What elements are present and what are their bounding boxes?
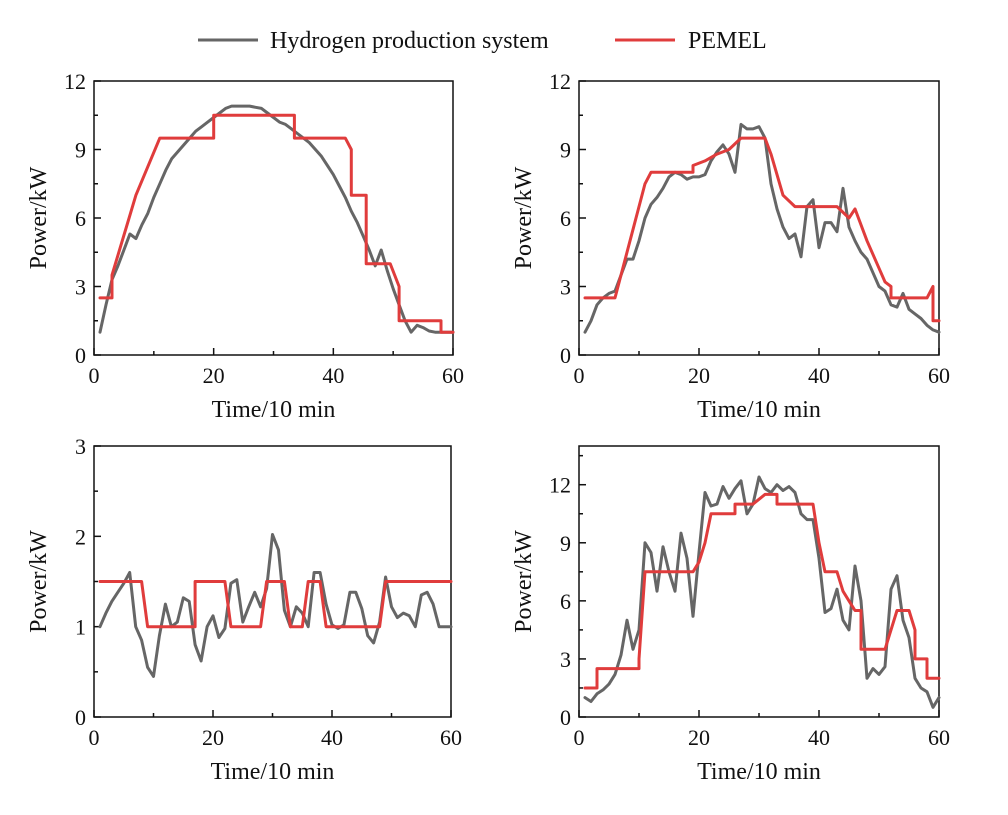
x-tick-label: 20: [202, 725, 224, 750]
y-tick-label: 12: [549, 69, 571, 94]
x-tick-label: 0: [89, 363, 100, 388]
y-tick-label: 0: [560, 343, 571, 368]
series-line-hydrogen: [583, 475, 941, 709]
x-tick-label: 0: [574, 725, 585, 750]
series-line-hydrogen: [98, 533, 453, 678]
series-line-pemel: [98, 113, 455, 334]
y-tick-label: 6: [560, 589, 571, 614]
series-line-hydrogen: [98, 104, 455, 334]
y-axis-label: Power/kW: [511, 530, 537, 633]
y-axis-label: Power/kW: [511, 166, 537, 269]
x-axis-label: Time/10 min: [211, 759, 335, 785]
x-tick-label: 40: [322, 363, 344, 388]
x-tick-label: 60: [440, 725, 462, 750]
y-tick-label: 6: [560, 206, 571, 231]
y-tick-label: 3: [75, 434, 86, 459]
y-tick-label: 9: [560, 138, 571, 163]
y-tick-label: 1: [75, 615, 86, 640]
x-tick-label: 0: [574, 363, 585, 388]
y-tick-label: 3: [560, 275, 571, 300]
legend-label-hydrogen: Hydrogen production system: [270, 28, 549, 54]
plot-frame: [578, 445, 940, 718]
y-tick-label: 0: [75, 705, 86, 730]
series-line-pemel: [98, 580, 453, 629]
series-line-hydrogen: [583, 122, 941, 334]
x-tick-label: 40: [321, 725, 343, 750]
plot-frame: [578, 80, 940, 356]
y-tick-label: 0: [560, 705, 571, 730]
x-tick-label: 20: [688, 363, 710, 388]
x-tick-label: 60: [442, 363, 464, 388]
series-line-pemel: [583, 136, 941, 323]
y-tick-label: 9: [75, 138, 86, 163]
y-tick-label: 3: [75, 275, 86, 300]
y-axis-label: Power/kW: [26, 166, 52, 269]
y-tick-label: 9: [560, 531, 571, 556]
x-axis-label: Time/10 min: [697, 759, 821, 785]
x-tick-label: 40: [808, 363, 830, 388]
x-axis-label: Time/10 min: [697, 397, 821, 423]
x-tick-label: 40: [808, 725, 830, 750]
series-line-pemel: [583, 492, 941, 690]
y-tick-label: 12: [64, 69, 86, 94]
y-tick-label: 2: [75, 524, 86, 549]
y-axis-label: Power/kW: [26, 530, 52, 633]
y-tick-label: 3: [560, 647, 571, 672]
x-tick-label: 0: [89, 725, 100, 750]
y-tick-label: 6: [75, 206, 86, 231]
chart-panel-4: 0 20 40 60 0 3 6 9 12 Time/10 min Power/kW: [511, 445, 950, 785]
legend: Hydrogen production system PEMEL: [198, 28, 767, 54]
chart-panel-1: 0 20 40 60 0 3 6 9 12 Time/10 min Power/kW: [26, 69, 464, 423]
x-tick-label: 60: [928, 725, 950, 750]
x-tick-label: 20: [203, 363, 225, 388]
x-tick-label: 20: [688, 725, 710, 750]
x-tick-label: 60: [928, 363, 950, 388]
x-axis-label: Time/10 min: [212, 397, 336, 423]
y-tick-label: 0: [75, 343, 86, 368]
y-tick-label: 12: [549, 473, 571, 498]
legend-label-pemel: PEMEL: [688, 28, 767, 54]
chart-panel-2: 0 20 40 60 0 3 6 9 12 Time/10 min Power/kW: [511, 69, 950, 423]
chart-panel-3: 0 20 40 60 0 1 2 3 Time/10 min Power/kW: [26, 434, 462, 785]
